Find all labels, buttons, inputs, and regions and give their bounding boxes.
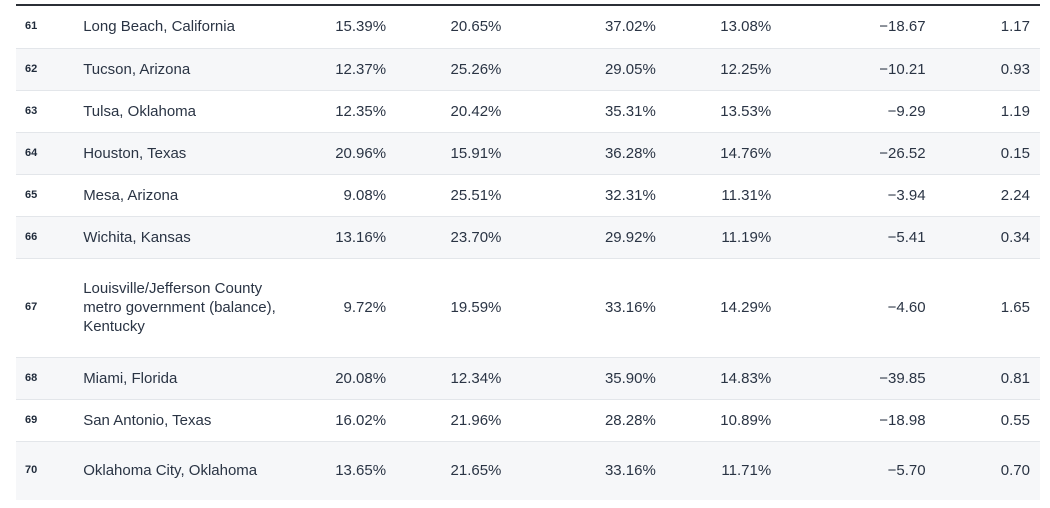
value-cell-5: −5.41 (771, 216, 926, 259)
city-cell: Houston, Texas (83, 132, 306, 175)
value-cell-2: 25.51% (386, 174, 502, 217)
city-cell: Louisville/Jefferson County metro govern… (83, 258, 306, 358)
table-row: 66 Wichita, Kansas 13.16% 23.70% 29.92% … (16, 216, 1040, 259)
city-cell: Long Beach, California (83, 6, 306, 49)
value-cell-4: 11.19% (655, 216, 772, 259)
city-cell: Oklahoma City, Oklahoma (83, 441, 306, 500)
city-cell: Tucson, Arizona (83, 48, 306, 91)
value-cell-3: 32.31% (501, 174, 656, 217)
value-cell-6: 1.19 (925, 90, 1040, 133)
ranking-table: 61 Long Beach, California 15.39% 20.65% … (16, 6, 1040, 500)
value-cell-6: 0.81 (925, 357, 1040, 400)
value-cell-4: 14.29% (655, 258, 772, 358)
rank-cell: 64 (16, 132, 84, 175)
table-row: 70 Oklahoma City, Oklahoma 13.65% 21.65%… (16, 441, 1040, 500)
city-cell: Miami, Florida (83, 357, 306, 400)
rank-cell: 66 (16, 216, 84, 259)
city-cell: Wichita, Kansas (83, 216, 306, 259)
value-cell-4: 13.08% (655, 6, 772, 49)
rank-cell: 70 (16, 441, 84, 500)
value-cell-5: −39.85 (771, 357, 926, 400)
value-cell-2: 15.91% (386, 132, 502, 175)
value-cell-1: 20.96% (305, 132, 387, 175)
value-cell-1: 15.39% (305, 6, 387, 49)
value-cell-4: 14.83% (655, 357, 772, 400)
value-cell-3: 33.16% (501, 258, 656, 358)
value-cell-5: −18.98 (771, 399, 926, 442)
value-cell-6: 0.93 (925, 48, 1040, 91)
value-cell-2: 20.42% (386, 90, 502, 133)
rank-cell: 69 (16, 399, 84, 442)
table-row: 67 Louisville/Jefferson County metro gov… (16, 258, 1040, 358)
rank-cell: 61 (16, 6, 84, 49)
value-cell-6: 0.15 (925, 132, 1040, 175)
value-cell-1: 12.37% (305, 48, 387, 91)
value-cell-6: 2.24 (925, 174, 1040, 217)
value-cell-4: 14.76% (655, 132, 772, 175)
value-cell-1: 16.02% (305, 399, 387, 442)
value-cell-5: −4.60 (771, 258, 926, 358)
value-cell-5: −18.67 (771, 6, 926, 49)
value-cell-3: 29.92% (501, 216, 656, 259)
value-cell-5: −10.21 (771, 48, 926, 91)
value-cell-6: 0.70 (925, 441, 1040, 500)
rank-cell: 65 (16, 174, 84, 217)
value-cell-5: −5.70 (771, 441, 926, 500)
value-cell-4: 11.31% (655, 174, 772, 217)
table-row: 63 Tulsa, Oklahoma 12.35% 20.42% 35.31% … (16, 90, 1040, 133)
city-cell: Mesa, Arizona (83, 174, 306, 217)
rank-cell: 62 (16, 48, 84, 91)
value-cell-5: −3.94 (771, 174, 926, 217)
city-cell: San Antonio, Texas (83, 399, 306, 442)
table-top-rule (16, 0, 1040, 6)
rank-cell: 67 (16, 258, 84, 358)
value-cell-5: −9.29 (771, 90, 926, 133)
value-cell-4: 10.89% (655, 399, 772, 442)
value-cell-3: 37.02% (501, 6, 656, 49)
value-cell-6: 1.65 (925, 258, 1040, 358)
value-cell-6: 0.34 (925, 216, 1040, 259)
value-cell-5: −26.52 (771, 132, 926, 175)
value-cell-2: 21.65% (386, 441, 502, 500)
value-cell-3: 35.90% (501, 357, 656, 400)
value-cell-1: 12.35% (305, 90, 387, 133)
value-cell-2: 19.59% (386, 258, 502, 358)
value-cell-3: 36.28% (501, 132, 656, 175)
value-cell-2: 23.70% (386, 216, 502, 259)
value-cell-1: 13.16% (305, 216, 387, 259)
value-cell-6: 0.55 (925, 399, 1040, 442)
value-cell-2: 25.26% (386, 48, 502, 91)
value-cell-4: 13.53% (655, 90, 772, 133)
rank-cell: 63 (16, 90, 84, 133)
value-cell-1: 13.65% (305, 441, 387, 500)
value-cell-3: 29.05% (501, 48, 656, 91)
value-cell-4: 11.71% (655, 441, 772, 500)
value-cell-2: 21.96% (386, 399, 502, 442)
table-row: 64 Houston, Texas 20.96% 15.91% 36.28% 1… (16, 132, 1040, 175)
table-row: 68 Miami, Florida 20.08% 12.34% 35.90% 1… (16, 357, 1040, 400)
rank-cell: 68 (16, 357, 84, 400)
value-cell-3: 28.28% (501, 399, 656, 442)
value-cell-1: 9.08% (305, 174, 387, 217)
value-cell-2: 20.65% (386, 6, 502, 49)
value-cell-4: 12.25% (655, 48, 772, 91)
city-cell: Tulsa, Oklahoma (83, 90, 306, 133)
value-cell-1: 9.72% (305, 258, 387, 358)
value-cell-3: 33.16% (501, 441, 656, 500)
table-row: 61 Long Beach, California 15.39% 20.65% … (16, 6, 1040, 49)
table-row: 69 San Antonio, Texas 16.02% 21.96% 28.2… (16, 399, 1040, 442)
table-row: 65 Mesa, Arizona 9.08% 25.51% 32.31% 11.… (16, 174, 1040, 217)
ranking-table-container: 61 Long Beach, California 15.39% 20.65% … (16, 0, 1040, 500)
value-cell-6: 1.17 (925, 6, 1040, 49)
table-row: 62 Tucson, Arizona 12.37% 25.26% 29.05% … (16, 48, 1040, 91)
value-cell-1: 20.08% (305, 357, 387, 400)
value-cell-3: 35.31% (501, 90, 656, 133)
value-cell-2: 12.34% (386, 357, 502, 400)
